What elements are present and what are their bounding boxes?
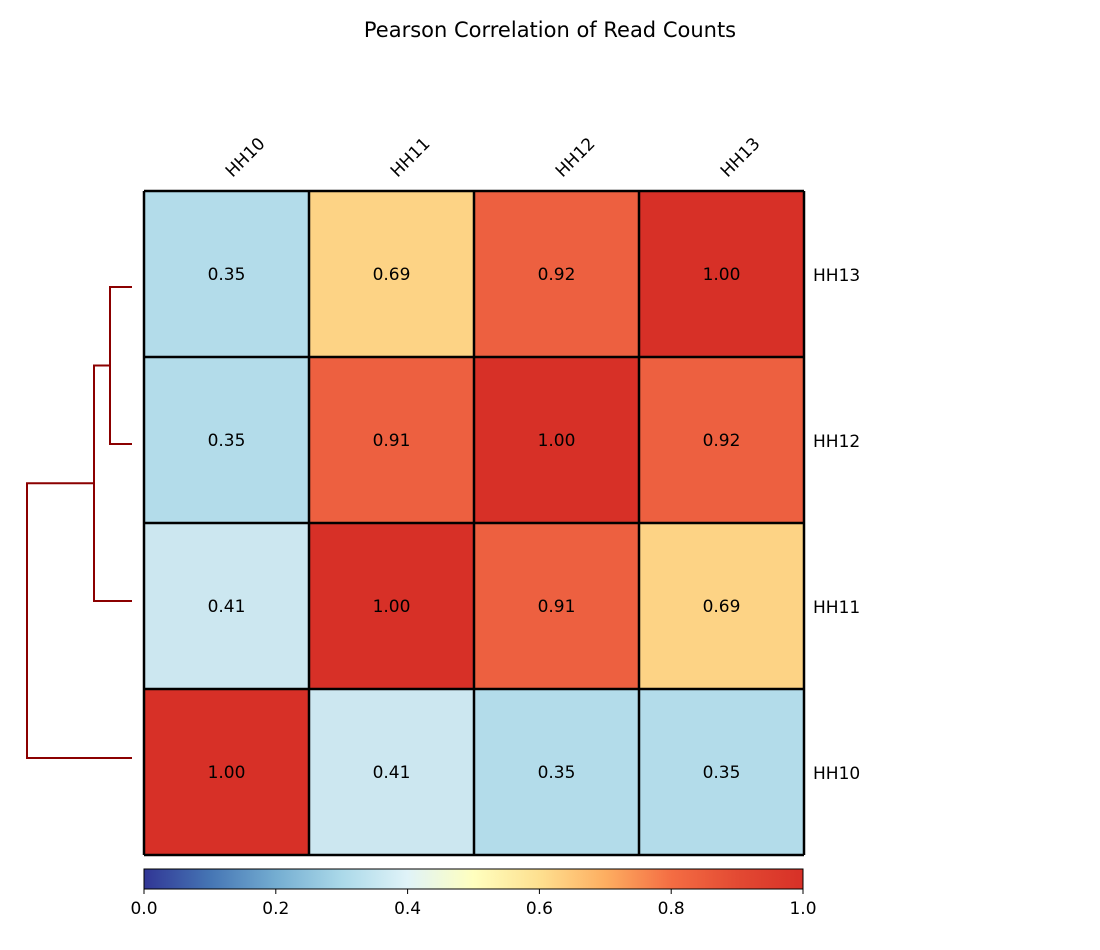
colorbar-tick-label: 0.0 [130,899,157,919]
cell-value-label: 1.00 [208,763,246,783]
heatmap-cells: 0.35 0.69 0.92 1.00 0.35 0.91 1.00 0.92 0.41 1.00… [144,191,804,855]
colorbar-gradient [143,868,804,890]
cell-value-label: 0.41 [208,597,246,617]
heatmap-cell [474,357,639,523]
row-labels: HH13 HH12 HH11 HH10 [813,266,860,784]
cell-value-label: 0.91 [373,431,411,451]
cell-value-label: 0.35 [208,431,246,451]
heatmap-cell [144,191,309,357]
heatmap-cell [474,689,639,855]
column-label: HH11 [387,134,435,182]
colorbar-tick-label: 0.4 [394,899,421,919]
colorbar-tick-label: 0.2 [262,899,289,919]
cell-value-label: 0.41 [373,763,411,783]
cell-value-label: 0.35 [538,763,576,783]
colorbar: 0.0 0.2 0.4 0.6 0.8 1.0 [130,868,817,919]
cell-value-label: 1.00 [538,431,576,451]
colorbar-tick-label: 1.0 [789,899,816,919]
chart-title: Pearson Correlation of Read Counts [364,18,736,42]
cell-value-label: 1.00 [373,597,411,617]
heatmap-cell [639,357,804,523]
cell-value-label: 0.92 [703,431,741,451]
row-label: HH10 [813,764,860,784]
heatmap-cell [474,191,639,357]
dendrogram-branch [26,482,132,759]
column-labels: HH10 HH11 HH12 HH13 [222,134,765,182]
cell-value-label: 0.92 [538,265,576,285]
heatmap-cell [144,689,309,855]
cell-value-label: 0.91 [538,597,576,617]
heatmap-cell [144,357,309,523]
row-dendrogram [26,286,132,759]
cell-value-label: 0.35 [208,265,246,285]
cell-value-label: 0.69 [703,597,741,617]
heatmap-cell [144,523,309,689]
heatmap-cell [474,523,639,689]
heatmap-cell [639,523,804,689]
cell-value-label: 0.69 [373,265,411,285]
heatmap-cell [639,191,804,357]
column-label: HH13 [717,134,765,182]
heatmap-cell [309,357,474,523]
cell-value-label: 0.35 [703,763,741,783]
colorbar-tick-label: 0.6 [526,899,553,919]
row-label: HH13 [813,266,860,286]
cell-value-label: 1.00 [703,265,741,285]
heatmap-cell [309,191,474,357]
dendrogram-branch [109,286,132,445]
heatmap-cell [639,689,804,855]
column-label: HH12 [552,134,600,182]
row-label: HH12 [813,432,860,452]
heatmap-grid [142,189,806,857]
heatmap-cell [309,523,474,689]
heatmap-cell [309,689,474,855]
dendrogram-branch [93,364,132,602]
colorbar-tick-label: 0.8 [658,899,685,919]
column-label: HH10 [222,134,270,182]
row-label: HH11 [813,598,860,618]
